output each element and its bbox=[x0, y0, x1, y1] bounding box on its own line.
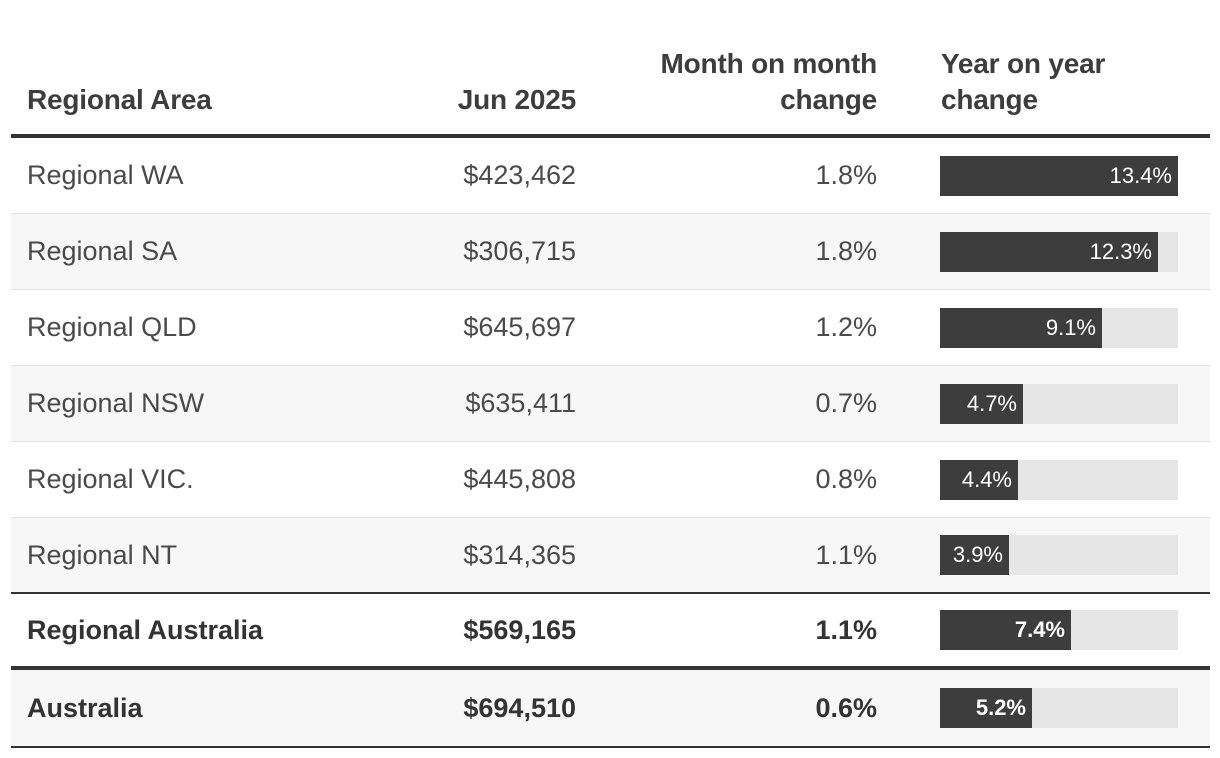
yoy-bar-track: 4.4% bbox=[940, 459, 1178, 500]
yoy-bar-track: 5.2% bbox=[940, 688, 1178, 728]
month-on-month-change: 0.6% bbox=[815, 692, 877, 723]
year-on-year-cell: 9.1% bbox=[940, 290, 1178, 365]
yoy-bar-label: 4.7% bbox=[966, 390, 1017, 416]
yoy-bar bbox=[940, 231, 1158, 272]
region-name: Australia bbox=[27, 692, 143, 723]
header-yoy-line1: Year on year bbox=[941, 48, 1106, 79]
region-name: Regional QLD bbox=[27, 312, 197, 342]
header-month-on-month: Month on month change bbox=[577, 46, 878, 118]
year-on-year-cell: 4.7% bbox=[940, 366, 1178, 441]
year-on-year-cell: 7.4% bbox=[940, 594, 1178, 666]
regional-value-table: Regional Area Jun 2025 Month on month ch… bbox=[11, 0, 1210, 748]
jun-2025-value: $635,411 bbox=[465, 388, 576, 418]
header-yoy-line2: change bbox=[941, 84, 1038, 115]
month-on-month-change: 1.1% bbox=[815, 539, 877, 570]
region-name: Regional NT bbox=[27, 539, 178, 570]
year-on-year-cell: 3.9% bbox=[940, 518, 1178, 592]
table-row: Regional NSW $635,411 0.7% 4.7% bbox=[11, 366, 1210, 442]
yoy-bar-track: 3.9% bbox=[940, 535, 1178, 575]
yoy-bar bbox=[940, 383, 1023, 424]
jun-2025-value: $694,510 bbox=[463, 692, 576, 723]
yoy-bar bbox=[940, 535, 1009, 575]
region-name: Regional VIC. bbox=[27, 464, 194, 494]
table-body: Regional WA $423,462 1.8% 13.4% Regional SA $… bbox=[11, 138, 1210, 748]
month-on-month-change: 0.8% bbox=[815, 464, 877, 494]
region-name: Regional Australia bbox=[27, 614, 264, 645]
table-header: Regional Area Jun 2025 Month on month ch… bbox=[11, 0, 1210, 138]
yoy-bar-label: 7.4% bbox=[1014, 617, 1065, 642]
header-mom-line2: change bbox=[780, 84, 877, 115]
jun-2025-value: $445,808 bbox=[463, 464, 576, 494]
yoy-bar-track: 4.7% bbox=[940, 383, 1178, 424]
yoy-bar bbox=[940, 610, 1071, 650]
region-name: Regional WA bbox=[27, 160, 184, 190]
month-on-month-change: 1.8% bbox=[815, 160, 877, 190]
header-mom-line1: Month on month bbox=[660, 48, 878, 79]
month-on-month-change: 1.1% bbox=[815, 614, 877, 645]
month-on-month-change: 0.7% bbox=[815, 388, 877, 418]
yoy-bar-track: 7.4% bbox=[940, 610, 1178, 650]
year-on-year-cell: 5.2% bbox=[940, 670, 1178, 746]
month-on-month-change: 1.8% bbox=[815, 236, 877, 266]
jun-2025-value: $306,715 bbox=[463, 236, 576, 266]
yoy-bar-track: 12.3% bbox=[940, 231, 1178, 272]
yoy-bar-track: 9.1% bbox=[940, 307, 1178, 348]
yoy-bar bbox=[940, 155, 1178, 196]
table-row: Regional WA $423,462 1.8% 13.4% bbox=[11, 138, 1210, 214]
jun-2025-value: $569,165 bbox=[463, 614, 576, 645]
yoy-bar-label: 9.1% bbox=[1045, 314, 1096, 340]
table-row: Regional QLD $645,697 1.2% 9.1% bbox=[11, 290, 1210, 366]
table-row: Regional VIC. $445,808 0.8% 4.4% bbox=[11, 442, 1210, 518]
region-name: Regional NSW bbox=[27, 388, 205, 418]
table-row: Regional SA $306,715 1.8% 12.3% bbox=[11, 214, 1210, 290]
jun-2025-value: $645,697 bbox=[463, 312, 576, 342]
yoy-bar-label: 4.4% bbox=[961, 466, 1012, 492]
jun-2025-value: $423,462 bbox=[463, 160, 576, 190]
table-row: Regional NT $314,365 1.1% 3.9% bbox=[11, 518, 1210, 594]
yoy-bar-track: 13.4% bbox=[940, 155, 1178, 196]
header-year-on-year: Year on year change bbox=[941, 46, 1201, 118]
table-row: Australia $694,510 0.6% 5.2% bbox=[11, 670, 1210, 748]
month-on-month-change: 1.2% bbox=[815, 312, 877, 342]
jun-2025-value: $314,365 bbox=[463, 539, 576, 570]
yoy-bar-label: 3.9% bbox=[952, 542, 1003, 567]
year-on-year-cell: 12.3% bbox=[940, 214, 1178, 289]
yoy-bar bbox=[940, 307, 1102, 348]
region-name: Regional SA bbox=[27, 236, 178, 266]
yoy-bar-label: 5.2% bbox=[975, 695, 1026, 720]
yoy-bar-label: 13.4% bbox=[1109, 162, 1172, 188]
yoy-bar-label: 12.3% bbox=[1089, 238, 1152, 264]
yoy-bar bbox=[940, 459, 1018, 500]
year-on-year-cell: 13.4% bbox=[940, 138, 1178, 213]
yoy-bar bbox=[940, 688, 1032, 728]
header-regional-area: Regional Area bbox=[27, 84, 212, 115]
header-jun-2025: Jun 2025 bbox=[457, 84, 576, 115]
table-row: Regional Australia $569,165 1.1% 7.4% bbox=[11, 594, 1210, 670]
year-on-year-cell: 4.4% bbox=[940, 442, 1178, 517]
